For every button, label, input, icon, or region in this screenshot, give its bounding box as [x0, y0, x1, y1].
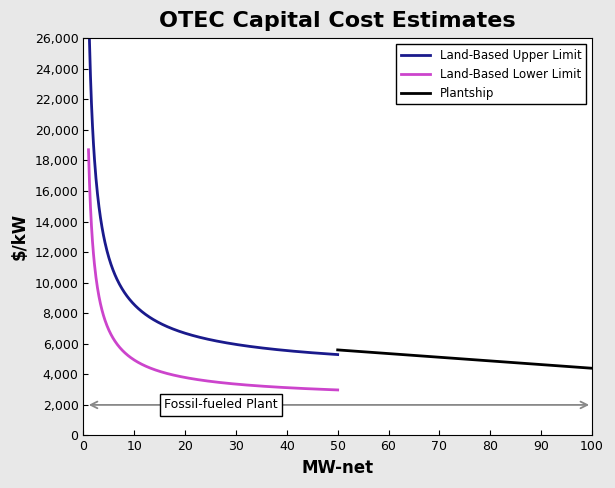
- Title: OTEC Capital Cost Estimates: OTEC Capital Cost Estimates: [159, 11, 516, 31]
- Text: Fossil-fueled Plant: Fossil-fueled Plant: [164, 398, 277, 411]
- Legend: Land-Based Upper Limit, Land-Based Lower Limit, Plantship: Land-Based Upper Limit, Land-Based Lower…: [396, 44, 586, 104]
- Y-axis label: $/kW: $/kW: [11, 213, 29, 261]
- X-axis label: MW-net: MW-net: [301, 459, 374, 477]
